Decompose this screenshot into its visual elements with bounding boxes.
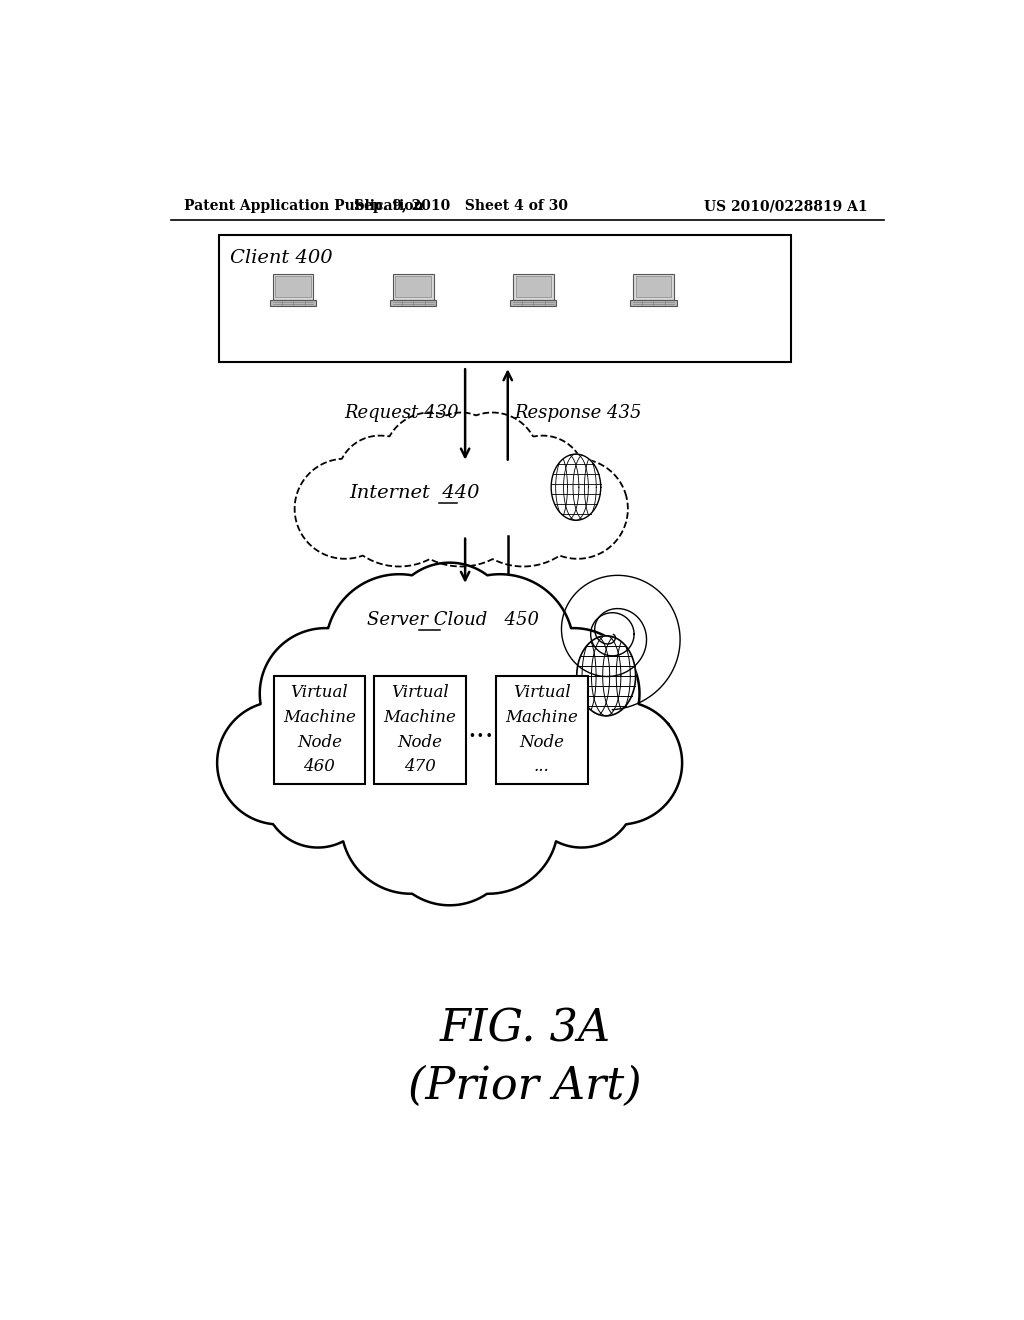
FancyBboxPatch shape bbox=[273, 676, 366, 784]
FancyBboxPatch shape bbox=[510, 300, 556, 306]
FancyBboxPatch shape bbox=[275, 276, 311, 297]
Polygon shape bbox=[217, 562, 682, 906]
Text: Virtual
Machine
Node
...: Virtual Machine Node ... bbox=[506, 684, 579, 775]
Text: Sep. 9, 2010   Sheet 4 of 30: Sep. 9, 2010 Sheet 4 of 30 bbox=[354, 199, 568, 213]
Text: (Prior Art): (Prior Art) bbox=[408, 1065, 642, 1107]
FancyBboxPatch shape bbox=[390, 300, 436, 306]
Text: Server Cloud   450: Server Cloud 450 bbox=[367, 611, 539, 630]
FancyBboxPatch shape bbox=[375, 676, 466, 784]
FancyBboxPatch shape bbox=[395, 276, 431, 297]
FancyBboxPatch shape bbox=[636, 276, 672, 297]
Text: FIG. 3A: FIG. 3A bbox=[439, 1007, 610, 1051]
FancyBboxPatch shape bbox=[219, 235, 792, 363]
FancyBboxPatch shape bbox=[631, 300, 677, 306]
FancyBboxPatch shape bbox=[513, 273, 554, 300]
Polygon shape bbox=[577, 636, 636, 715]
FancyBboxPatch shape bbox=[515, 276, 551, 297]
FancyBboxPatch shape bbox=[393, 273, 433, 300]
Text: US 2010/0228819 A1: US 2010/0228819 A1 bbox=[705, 199, 868, 213]
Polygon shape bbox=[551, 454, 601, 520]
Text: Internet  440: Internet 440 bbox=[349, 484, 480, 503]
FancyBboxPatch shape bbox=[496, 676, 588, 784]
FancyBboxPatch shape bbox=[270, 300, 316, 306]
Text: Virtual
Machine
Node
460: Virtual Machine Node 460 bbox=[283, 684, 356, 775]
Text: Request 430: Request 430 bbox=[344, 404, 459, 421]
FancyBboxPatch shape bbox=[272, 273, 313, 300]
Text: Client 400: Client 400 bbox=[230, 249, 333, 267]
FancyBboxPatch shape bbox=[633, 273, 674, 300]
Text: ...: ... bbox=[467, 717, 494, 743]
Text: Response 435: Response 435 bbox=[514, 404, 641, 421]
Text: Patent Application Publication: Patent Application Publication bbox=[183, 199, 424, 213]
Text: Virtual
Machine
Node
470: Virtual Machine Node 470 bbox=[384, 684, 457, 775]
